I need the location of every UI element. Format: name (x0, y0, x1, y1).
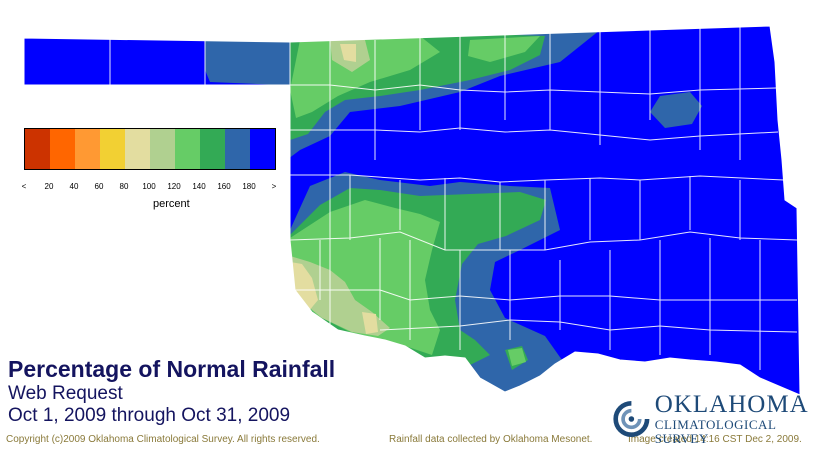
logo-name: OKLAHOMA (654, 391, 809, 418)
legend-swatch (150, 129, 175, 169)
image-created-text: Image created 14:16 CST Dec 2, 2009. (628, 434, 802, 445)
legend-swatch (50, 129, 75, 169)
legend-tick-label: < (21, 182, 27, 191)
legend-swatch (225, 129, 250, 169)
county-lines (109, 26, 798, 370)
title-block: Percentage of Normal Rainfall Web Reques… (8, 355, 335, 427)
legend-tick-label: 100 (142, 182, 156, 191)
ocs-swirl-icon (613, 400, 650, 437)
legend-unit-label: percent (153, 198, 190, 210)
legend-tick-label: 20 (44, 182, 54, 191)
legend-swatch (175, 129, 200, 169)
legend-ticks: < 20 40 60 80 100 120 140 160 180 > (21, 182, 284, 196)
map-subtitle: Web Request (8, 383, 123, 404)
state-outline (23, 25, 801, 396)
legend-swatch (250, 129, 275, 169)
legend-tick-label: 140 (192, 182, 206, 191)
legend-tick-label: 160 (217, 182, 231, 191)
date-range: Oct 1, 2009 through Oct 31, 2009 (8, 405, 291, 426)
ocs-logo: OKLAHOMA CLIMATOLOGICAL SURVEY (612, 392, 820, 446)
map-title: Percentage of Normal Rainfall (8, 356, 336, 382)
legend-swatch (125, 129, 150, 169)
legend-swatch (200, 129, 225, 169)
legend-tick-label: 60 (94, 182, 104, 191)
legend-tick-label: 40 (69, 182, 79, 191)
data-source-text: Rainfall data collected by Oklahoma Meso… (389, 434, 593, 445)
legend-tick-label: 180 (242, 182, 256, 191)
legend-color-bar (24, 128, 276, 170)
copyright-text: Copyright (c)2009 Oklahoma Climatologica… (6, 434, 320, 445)
legend-tick-label: > (271, 182, 277, 191)
legend: < 20 40 60 80 100 120 140 160 180 > perc… (21, 128, 284, 210)
rainfall-120-140-area (290, 36, 540, 366)
legend-tick-label: 120 (167, 182, 181, 191)
legend-tick-label: 80 (119, 182, 129, 191)
legend-swatch (100, 129, 125, 169)
legend-swatch (75, 129, 100, 169)
logo-subtitle: CLIMATOLOGICAL SURVEY (654, 417, 776, 446)
legend-swatch (25, 129, 50, 169)
